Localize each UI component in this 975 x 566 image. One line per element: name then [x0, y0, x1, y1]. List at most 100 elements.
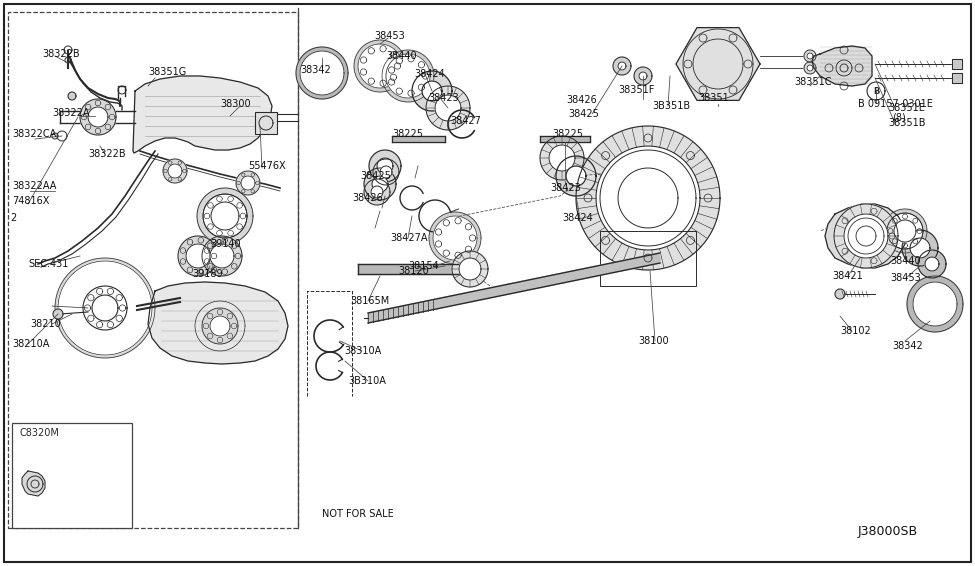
- Polygon shape: [433, 216, 477, 260]
- Text: 38453: 38453: [374, 31, 405, 41]
- Polygon shape: [907, 276, 963, 332]
- Polygon shape: [835, 289, 845, 299]
- Text: 38427A: 38427A: [390, 233, 427, 243]
- Bar: [600, 231, 696, 286]
- Text: 38424: 38424: [414, 69, 445, 79]
- Polygon shape: [618, 62, 626, 70]
- Polygon shape: [296, 47, 348, 99]
- Polygon shape: [65, 268, 145, 348]
- Text: 38351: 38351: [698, 93, 728, 103]
- Polygon shape: [368, 253, 660, 323]
- Polygon shape: [807, 53, 813, 59]
- Polygon shape: [80, 99, 116, 135]
- Text: 38440: 38440: [386, 51, 416, 61]
- Polygon shape: [442, 225, 468, 251]
- Polygon shape: [300, 51, 344, 95]
- Polygon shape: [60, 263, 150, 353]
- Polygon shape: [83, 286, 127, 330]
- Text: 38351G: 38351G: [148, 67, 186, 77]
- Polygon shape: [452, 251, 488, 287]
- Polygon shape: [300, 51, 344, 95]
- Text: 38100: 38100: [638, 336, 669, 346]
- Polygon shape: [236, 171, 260, 195]
- Text: B: B: [873, 87, 879, 96]
- Text: 39140: 39140: [210, 239, 241, 249]
- Polygon shape: [894, 220, 916, 242]
- Text: 38300: 38300: [220, 99, 251, 109]
- Polygon shape: [856, 226, 876, 246]
- Polygon shape: [358, 44, 402, 88]
- Text: 38210A: 38210A: [12, 339, 50, 349]
- Text: 3B351B: 3B351B: [652, 101, 690, 111]
- Polygon shape: [88, 107, 108, 127]
- Polygon shape: [178, 236, 218, 276]
- Polygon shape: [369, 150, 401, 182]
- Polygon shape: [807, 65, 813, 71]
- Polygon shape: [804, 50, 816, 62]
- Polygon shape: [22, 471, 45, 496]
- Text: 38351C: 38351C: [794, 77, 832, 87]
- Text: 38310A: 38310A: [344, 346, 381, 356]
- Polygon shape: [459, 258, 481, 280]
- Text: NOT FOR SALE: NOT FOR SALE: [322, 509, 394, 519]
- Polygon shape: [825, 204, 905, 268]
- Polygon shape: [382, 50, 434, 102]
- Bar: [255, 112, 277, 134]
- Polygon shape: [364, 179, 390, 205]
- Polygon shape: [386, 54, 430, 98]
- Polygon shape: [202, 308, 238, 344]
- Text: 38440: 38440: [890, 256, 920, 266]
- Polygon shape: [197, 188, 253, 244]
- Text: (8): (8): [892, 112, 906, 122]
- Polygon shape: [887, 213, 923, 249]
- Text: 38351B: 38351B: [888, 118, 925, 128]
- Text: 38154: 38154: [408, 261, 439, 271]
- Polygon shape: [211, 202, 239, 230]
- Polygon shape: [241, 176, 255, 190]
- Text: SEC.431: SEC.431: [28, 259, 68, 269]
- Text: 3B310A: 3B310A: [348, 376, 386, 386]
- Polygon shape: [386, 54, 430, 98]
- Polygon shape: [435, 95, 461, 121]
- Polygon shape: [618, 168, 678, 228]
- Polygon shape: [372, 176, 388, 192]
- Text: 38210: 38210: [30, 319, 60, 329]
- Polygon shape: [163, 159, 187, 183]
- Polygon shape: [371, 186, 383, 198]
- Text: 38351E: 38351E: [888, 103, 925, 113]
- Text: 38322CA: 38322CA: [12, 129, 57, 139]
- Polygon shape: [168, 164, 182, 178]
- Polygon shape: [354, 40, 406, 92]
- Text: 38426: 38426: [566, 95, 597, 105]
- Polygon shape: [952, 73, 962, 83]
- Text: C8320M: C8320M: [20, 428, 59, 438]
- Text: 38453: 38453: [890, 273, 920, 283]
- Polygon shape: [202, 236, 242, 276]
- Polygon shape: [58, 261, 152, 355]
- Polygon shape: [566, 166, 586, 186]
- Text: 38427: 38427: [450, 116, 481, 126]
- Polygon shape: [540, 136, 584, 180]
- Polygon shape: [358, 44, 402, 88]
- Polygon shape: [540, 136, 590, 142]
- Polygon shape: [634, 67, 652, 85]
- Polygon shape: [549, 145, 575, 171]
- Text: 38421: 38421: [832, 271, 863, 281]
- Text: 38425: 38425: [360, 171, 391, 181]
- Polygon shape: [910, 238, 930, 258]
- Polygon shape: [55, 258, 155, 358]
- Polygon shape: [613, 57, 631, 75]
- Polygon shape: [68, 92, 76, 100]
- Text: 38342: 38342: [300, 65, 331, 75]
- Polygon shape: [70, 273, 140, 343]
- Text: 38342: 38342: [892, 341, 922, 351]
- Polygon shape: [373, 159, 399, 185]
- Text: 38322B: 38322B: [42, 49, 80, 59]
- Polygon shape: [133, 76, 272, 153]
- Polygon shape: [918, 250, 946, 278]
- Text: 38322A: 38322A: [52, 108, 90, 118]
- Text: 38426: 38426: [352, 193, 383, 203]
- Polygon shape: [576, 126, 720, 270]
- Polygon shape: [834, 204, 898, 268]
- Text: 55476X: 55476X: [248, 161, 286, 171]
